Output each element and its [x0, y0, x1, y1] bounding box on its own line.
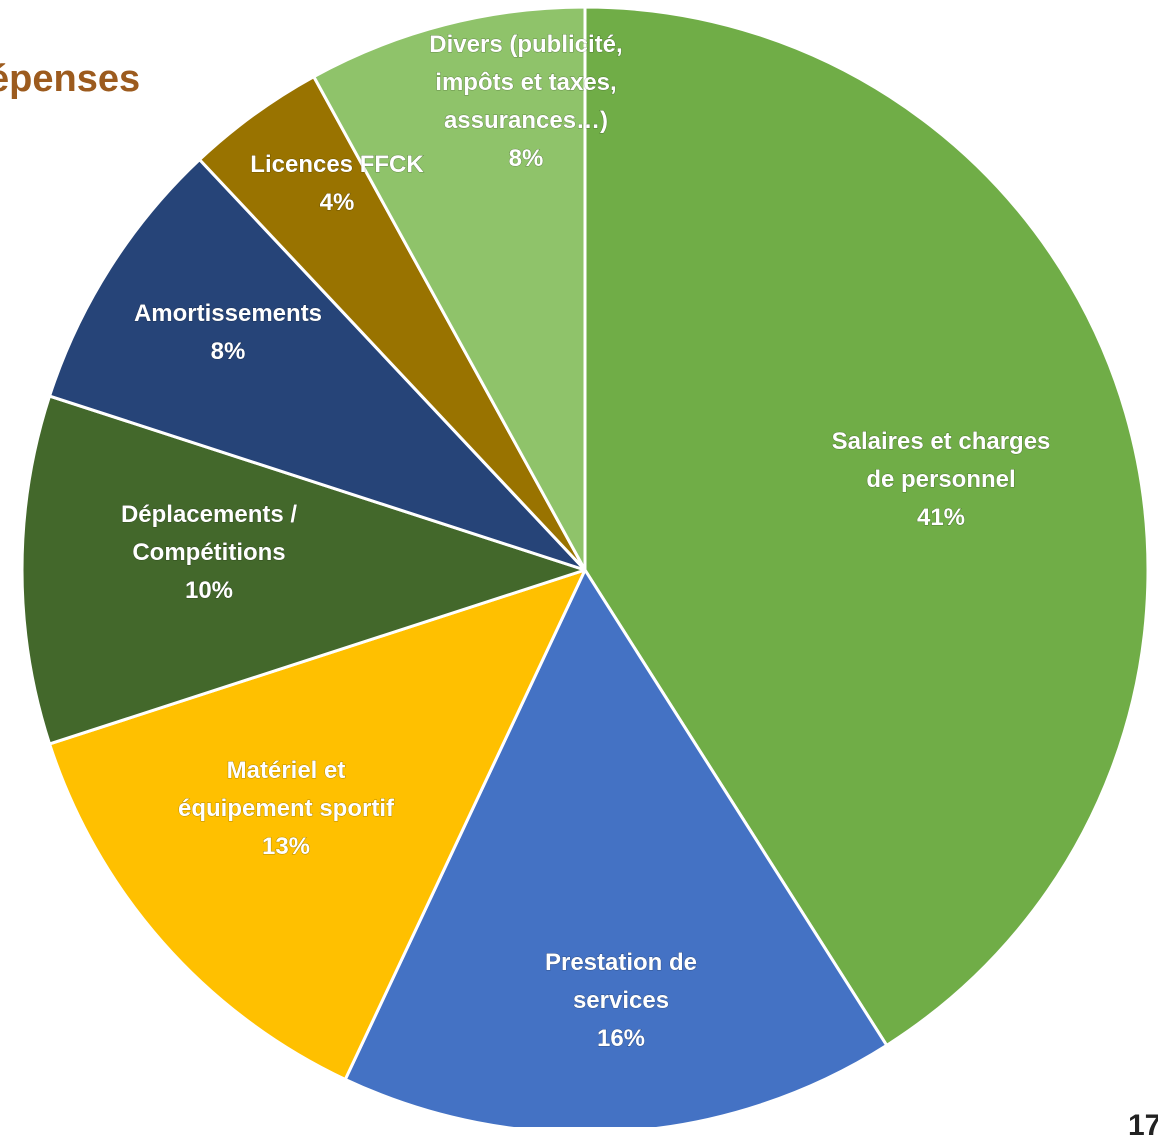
slice-category-label: Matériel et — [227, 757, 346, 784]
slice-percent-label: 4% — [320, 189, 355, 216]
pie-labels: Salaires et charges de personnel 41% Presta… — [120, 31, 1051, 1053]
page-number: 17 — [1128, 1109, 1158, 1142]
slice-category-label: Amortissements — [134, 300, 322, 327]
slice-category-label: Déplacements / — [121, 501, 297, 528]
slice-percent-label: 8% — [509, 145, 544, 172]
slice-category-label: Divers (publicité, — [429, 31, 622, 58]
slice-category-label: services — [573, 987, 669, 1014]
pie-slice-1 — [583, 5, 1150, 1047]
slice-percent-label: 10% — [185, 577, 233, 604]
pie-slice-label-2: Prestation de services 16% — [545, 949, 697, 1052]
pie-slice-label-5: Amortissements 8% — [134, 300, 322, 365]
slice-category-label: Prestation de — [545, 949, 697, 976]
slice-category-label: impôts et taxes, — [435, 69, 616, 96]
pie-slice-4 — [20, 394, 587, 746]
pie-slice-label-1: Salaires et charges de personnel 41% — [832, 428, 1051, 531]
pie-slice-3 — [48, 568, 587, 1081]
pie-slice-2 — [343, 568, 889, 1127]
pie-slice-7 — [312, 5, 587, 572]
pie-slices — [20, 5, 1150, 1127]
slice-category-label: Salaires et charges — [832, 428, 1051, 455]
slice-category-label: assurances…) — [444, 107, 608, 134]
pie-slice-label-4: Déplacements / Compétitions 10% — [121, 501, 297, 604]
slice-category-label: Licences FFCK — [250, 151, 424, 178]
slice-percent-label: 16% — [597, 1025, 645, 1052]
pie-slice-label-6: Licences FFCK 4% — [250, 151, 424, 216]
slice-category-label: équipement sportif — [178, 795, 395, 822]
slice-percent-label: 8% — [211, 338, 246, 365]
pie-slice-label-3: Matériel et équipement sportif 13% — [178, 757, 395, 860]
slide-title: épenses — [0, 58, 141, 100]
slice-percent-label: 41% — [917, 504, 965, 531]
pie-slice-5 — [48, 158, 587, 572]
slice-category-label: Compétitions — [132, 539, 285, 566]
pie-slice-label-7: Divers (publicité, impôts et taxes, assura… — [429, 31, 622, 172]
slice-category-label: de personnel — [866, 466, 1015, 493]
slice-percent-label: 13% — [262, 833, 310, 860]
